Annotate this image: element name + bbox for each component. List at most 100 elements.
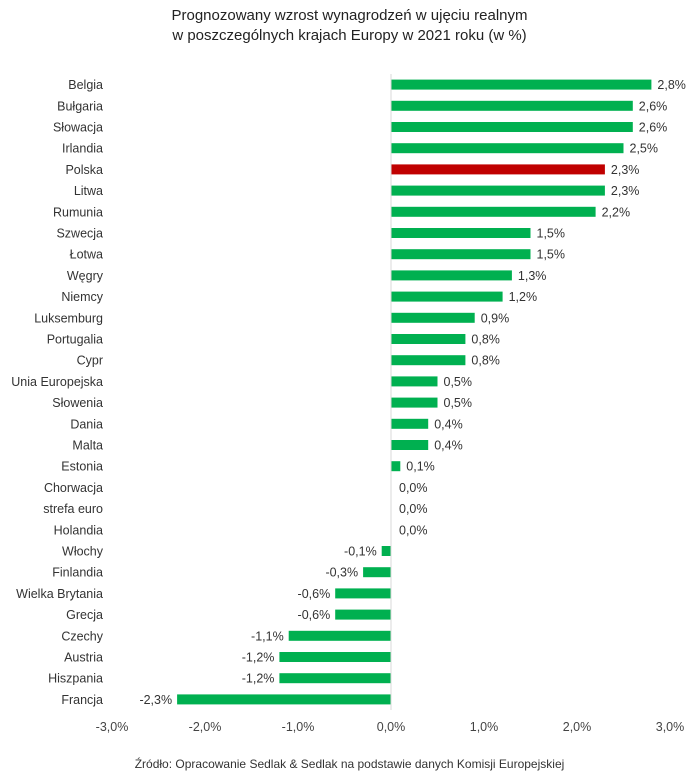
bar-bulgaria bbox=[391, 100, 633, 111]
category-label-bulgaria: Bułgaria bbox=[57, 99, 103, 113]
bar-finlandia bbox=[363, 567, 391, 578]
value-label-holandia: 0,0% bbox=[399, 523, 428, 537]
bar-dania bbox=[391, 418, 429, 429]
value-label-czechy: -1,1% bbox=[251, 629, 284, 643]
category-label-wegry: Węgry bbox=[67, 269, 104, 283]
value-label-slowacja: 2,6% bbox=[639, 121, 668, 135]
x-tick-label-6: 3,0% bbox=[656, 720, 685, 734]
category-label-litwa: Litwa bbox=[74, 184, 103, 198]
x-tick-label-1: -2,0% bbox=[189, 720, 222, 734]
category-label-wielka-brytania: Wielka Brytania bbox=[16, 587, 103, 601]
value-label-cypr: 0,8% bbox=[471, 354, 500, 368]
bar-szwecja bbox=[391, 228, 531, 238]
chart-title: Prognozowany wzrost wynagrodzeń w ujęciu… bbox=[171, 7, 528, 24]
chart-subtitle: w poszczególnych krajach Europy w 2021 r… bbox=[172, 27, 527, 44]
category-label-lotwa: Łotwa bbox=[70, 248, 103, 262]
bar-austria bbox=[279, 652, 391, 662]
category-label-chorwacja: Chorwacja bbox=[44, 481, 103, 495]
bar-portugalia bbox=[391, 334, 466, 344]
category-label-unia-europejska: Unia Europejska bbox=[11, 375, 103, 389]
category-label-strefa-euro: strefa euro bbox=[43, 502, 103, 516]
x-tick-label-4: 1,0% bbox=[470, 720, 499, 734]
category-label-rumunia: Rumunia bbox=[53, 205, 103, 219]
value-label-luksemburg: 0,9% bbox=[481, 311, 510, 325]
category-label-luksemburg: Luksemburg bbox=[34, 311, 103, 325]
category-label-szwecja: Szwecja bbox=[56, 227, 103, 241]
category-labels-group: Belgia Bułgaria Słowacja Irlandia Polska Litw… bbox=[11, 78, 103, 707]
bar-malta bbox=[391, 440, 429, 450]
category-label-dania: Dania bbox=[70, 417, 103, 431]
category-label-polska: Polska bbox=[65, 163, 103, 177]
value-label-grecja: -0,6% bbox=[298, 608, 331, 622]
value-label-hiszpania: -1,2% bbox=[242, 672, 275, 686]
bar-grecja bbox=[335, 609, 391, 620]
value-label-szwecja: 1,5% bbox=[537, 227, 566, 241]
bar-lotwa bbox=[391, 249, 531, 260]
value-label-dania: 0,4% bbox=[434, 417, 463, 431]
x-tick-label-5: 2,0% bbox=[563, 720, 592, 734]
value-label-malta: 0,4% bbox=[434, 439, 463, 453]
category-label-portugalia: Portugalia bbox=[47, 333, 103, 347]
bar-wielka-brytania bbox=[335, 588, 391, 599]
bar-irlandia bbox=[391, 143, 624, 154]
value-label-slowenia: 0,5% bbox=[444, 396, 473, 410]
bar-cypr bbox=[391, 355, 466, 366]
category-label-austria: Austria bbox=[64, 651, 103, 665]
bar-wegry bbox=[391, 270, 512, 281]
bar-hiszpania bbox=[279, 673, 391, 684]
bar-unia-europejska bbox=[391, 376, 438, 387]
value-label-niemcy: 1,2% bbox=[509, 290, 537, 304]
chart-title-block: Prognozowany wzrost wynagrodzeń w ujęciu… bbox=[0, 6, 699, 46]
bar-luksemburg bbox=[391, 312, 475, 323]
bar-wlochy bbox=[381, 546, 391, 556]
x-tick-labels-group: -3,0% -2,0% -1,0% 0,0% 1,0% 2,0% 3,0% bbox=[96, 720, 685, 734]
category-label-belgia: Belgia bbox=[68, 78, 103, 92]
category-label-niemcy: Niemcy bbox=[61, 290, 103, 304]
bar-litwa bbox=[391, 185, 605, 196]
value-label-irlandia: 2,5% bbox=[630, 142, 659, 156]
category-label-slowacja: Słowacja bbox=[53, 121, 103, 135]
bar-belgia bbox=[391, 79, 652, 90]
bar-rumunia bbox=[391, 206, 596, 217]
category-label-estonia: Estonia bbox=[61, 460, 103, 474]
value-label-bulgaria: 2,6% bbox=[639, 99, 668, 113]
value-label-chorwacja: 0,0% bbox=[399, 481, 428, 495]
value-label-strefa-euro: 0,0% bbox=[399, 502, 428, 516]
category-label-irlandia: Irlandia bbox=[62, 142, 103, 156]
value-label-austria: -1,2% bbox=[242, 651, 275, 665]
x-tick-label-3: 0,0% bbox=[377, 720, 406, 734]
category-label-cypr: Cypr bbox=[77, 354, 103, 368]
value-label-unia-europejska: 0,5% bbox=[444, 375, 473, 389]
category-label-malta: Malta bbox=[72, 439, 103, 453]
category-label-slowenia: Słowenia bbox=[52, 396, 103, 410]
value-label-litwa: 2,3% bbox=[611, 184, 640, 198]
category-label-finlandia: Finlandia bbox=[52, 566, 103, 580]
bar-estonia bbox=[391, 461, 401, 472]
bar-niemcy bbox=[391, 291, 503, 302]
bar-slowenia bbox=[391, 397, 438, 408]
value-label-wegry: 1,3% bbox=[518, 269, 547, 283]
value-label-wielka-brytania: -0,6% bbox=[298, 587, 331, 601]
value-label-estonia: 0,1% bbox=[406, 460, 435, 474]
bar-czechy bbox=[288, 630, 391, 641]
value-labels-group: 2,8% 2,6% 2,6% 2,5% 2,3% 2,3% 2,2% 1,5% 1,5% 1,3%… bbox=[139, 78, 685, 707]
category-label-francja: Francja bbox=[61, 693, 103, 707]
category-label-hiszpania: Hiszpania bbox=[48, 672, 103, 686]
bar-slowacja bbox=[391, 122, 633, 132]
value-label-belgia: 2,8% bbox=[657, 78, 686, 92]
value-label-finlandia: -0,3% bbox=[325, 566, 358, 580]
category-label-grecja: Grecja bbox=[66, 608, 103, 622]
source-note: Źródło: Opracowanie Sedlak & Sedlak na p… bbox=[134, 757, 565, 771]
value-label-lotwa: 1,5% bbox=[537, 248, 566, 262]
category-label-czechy: Czechy bbox=[61, 629, 103, 643]
category-label-holandia: Holandia bbox=[54, 523, 103, 537]
value-label-wlochy: -0,1% bbox=[344, 545, 377, 559]
value-label-francja: -2,3% bbox=[139, 693, 172, 707]
x-tick-label-0: -3,0% bbox=[96, 720, 129, 734]
value-label-rumunia: 2,2% bbox=[602, 205, 631, 219]
x-tick-label-2: -1,0% bbox=[282, 720, 315, 734]
bars-group bbox=[177, 79, 652, 705]
value-label-portugalia: 0,8% bbox=[471, 333, 500, 347]
bar-polska bbox=[391, 164, 605, 175]
